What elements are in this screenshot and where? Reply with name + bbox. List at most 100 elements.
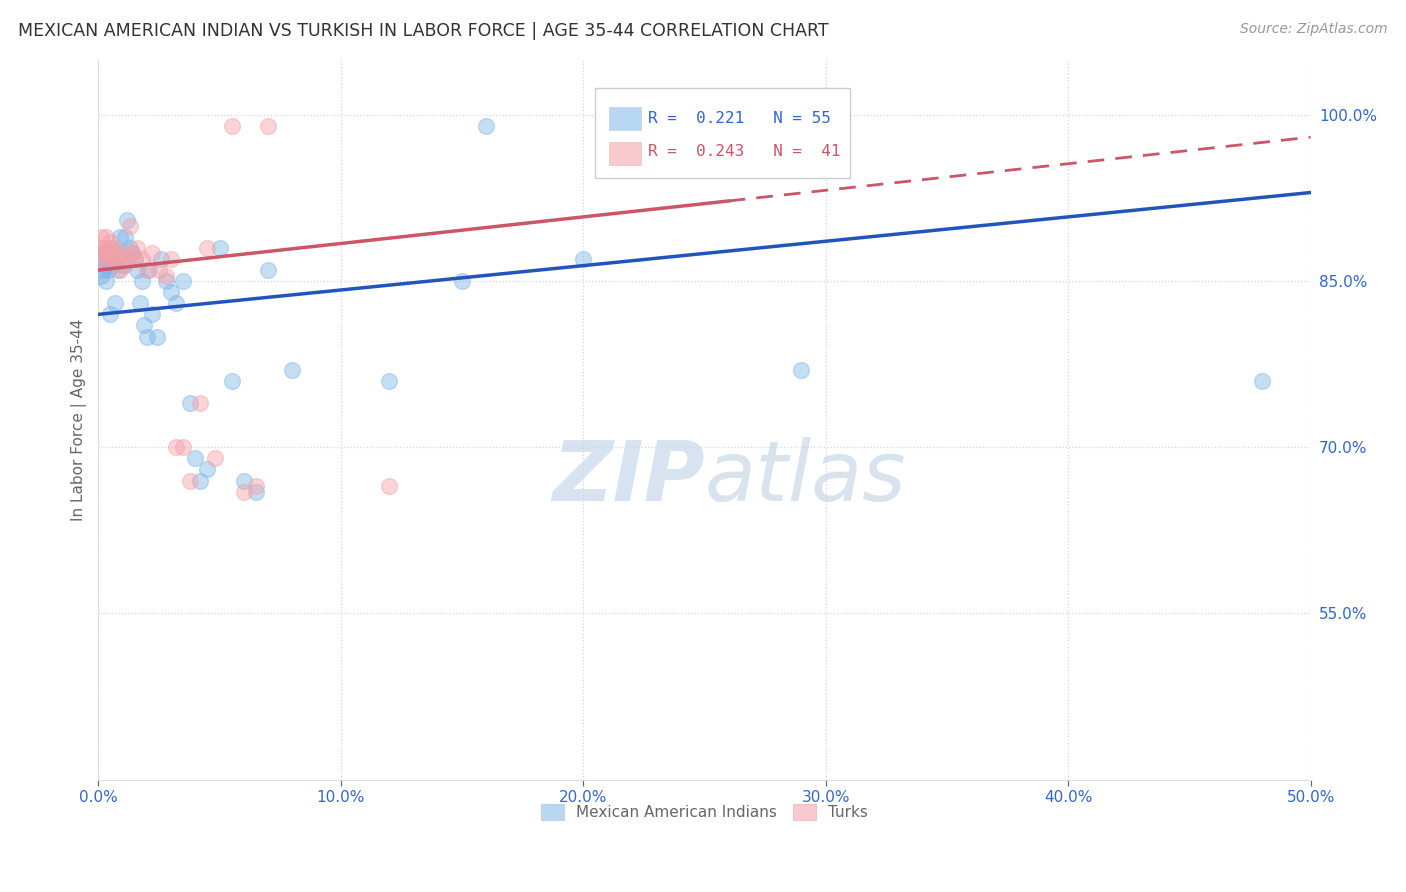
Point [90,268,112,283]
Point [145,329,167,343]
Point [451,274,474,288]
Point [101,252,124,266]
Point [188,396,211,410]
Point [104,246,127,260]
Point [134,318,156,333]
Point [108,263,131,277]
Point [121,246,143,260]
Point [155,274,177,288]
Point [94,230,117,244]
Point [90,230,112,244]
Point [148,263,170,277]
Point [790,363,813,377]
Point [97,252,120,266]
Point [475,119,498,133]
Point [114,258,136,272]
Point [91,252,114,266]
Point [141,246,163,260]
Point [91,252,114,266]
Point [572,252,595,266]
Point [172,440,194,454]
Point [124,252,146,266]
Point [90,246,112,260]
Point [94,274,117,288]
Point [104,296,127,310]
Point [97,252,120,266]
Point [94,258,117,272]
Point [281,363,304,377]
Point [118,219,141,233]
Point [107,252,129,266]
Point [232,484,254,499]
Point [155,268,177,283]
Point [138,263,160,277]
Point [257,119,280,133]
Point [131,274,153,288]
Point [693,119,716,133]
Point [197,241,219,255]
Text: R =  0.221   N = 55: R = 0.221 N = 55 [648,112,831,126]
Point [742,119,765,133]
Point [172,274,194,288]
Point [117,252,139,266]
Point [378,479,401,493]
Point [232,474,254,488]
Legend: Mexican American Indians, Turks: Mexican American Indians, Turks [536,797,873,826]
Point [91,246,114,260]
Point [131,252,153,266]
Point [717,119,740,133]
Point [107,252,129,266]
Point [245,479,267,493]
Point [111,246,134,260]
Point [100,235,122,250]
Point [208,241,231,255]
Point [150,252,173,266]
Point [221,374,243,388]
Point [135,263,157,277]
Point [128,296,150,310]
Point [378,374,401,388]
Point [101,241,124,255]
Text: atlas: atlas [704,437,905,517]
Point [91,263,114,277]
Point [100,307,122,321]
Point [100,241,122,255]
Point [124,252,146,266]
FancyBboxPatch shape [609,142,641,165]
Point [160,285,183,300]
Point [94,246,117,260]
Point [111,246,134,260]
Text: MEXICAN AMERICAN INDIAN VS TURKISH IN LABOR FORCE | AGE 35-44 CORRELATION CHART: MEXICAN AMERICAN INDIAN VS TURKISH IN LA… [18,22,830,40]
Point [1251,374,1274,388]
Point [108,230,131,244]
Point [127,263,149,277]
Point [118,241,141,255]
Point [221,119,243,133]
Point [165,440,187,454]
Point [107,263,129,277]
Point [97,246,120,260]
Point [101,258,124,272]
Point [100,246,122,260]
Text: ZIP: ZIP [551,437,704,517]
Point [197,462,219,476]
FancyBboxPatch shape [595,88,851,178]
Point [160,252,183,266]
FancyBboxPatch shape [609,107,641,130]
Point [257,263,280,277]
Point [179,396,201,410]
Point [188,474,211,488]
Y-axis label: In Labor Force | Age 35-44: In Labor Force | Age 35-44 [72,318,87,521]
Point [165,296,187,310]
Point [97,263,120,277]
Text: R =  0.243   N =  41: R = 0.243 N = 41 [648,145,839,160]
Point [245,484,267,499]
Point [127,241,149,255]
Point [104,246,127,260]
Point [184,451,207,466]
Point [117,213,139,227]
Point [114,230,136,244]
Point [179,474,201,488]
Point [94,241,117,255]
Point [135,329,157,343]
